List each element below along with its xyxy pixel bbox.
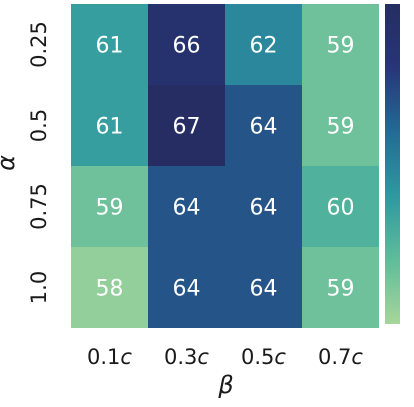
cell-value-label: 59: [327, 115, 355, 140]
x-tick-labels: 0.1c 0.3c 0.5c 0.7c: [87, 345, 363, 369]
x-tick-label: 0.1c: [87, 345, 132, 369]
heatmap-cell: [225, 85, 302, 166]
heatmap-cell: [148, 166, 225, 247]
heatmap-cell: [225, 4, 302, 85]
heatmap-cell-labels: 61 66 62 59 61 67 64 59 59 64 64 60 58 64 64 59: [96, 34, 355, 302]
x-tick-label: 0.3c: [164, 345, 209, 369]
cell-value-label: 64: [250, 196, 278, 221]
y-tick-labels: 0.25 0.5 0.75 1.0: [27, 21, 51, 304]
cell-value-label: 59: [327, 277, 355, 302]
cell-value-label: 64: [250, 115, 278, 140]
cell-value-label: 60: [327, 196, 355, 221]
heatmap-cell: [225, 247, 302, 328]
cell-value-label: 61: [96, 34, 124, 59]
cell-value-label: 66: [173, 34, 201, 59]
heatmap-cell: [71, 4, 148, 85]
heatmap-cell: [302, 4, 379, 85]
heatmap-cell: [71, 166, 148, 247]
x-axis-label: β: [217, 371, 233, 399]
cell-value-label: 62: [250, 34, 278, 59]
cell-value-label: 61: [96, 115, 124, 140]
heatmap-cell: [148, 4, 225, 85]
cell-value-label: 64: [173, 196, 201, 221]
heatmap-cell: [71, 85, 148, 166]
y-axis-label: α: [0, 155, 20, 171]
cell-value-label: 58: [96, 277, 124, 302]
heatmap-cell: [225, 166, 302, 247]
heatmap-cell: [71, 247, 148, 328]
cell-value-label: 59: [327, 34, 355, 59]
cell-value-label: 64: [173, 277, 201, 302]
cell-value-label: 59: [96, 196, 124, 221]
y-tick-label: 1.0: [27, 271, 51, 304]
x-tick-label: 0.5c: [241, 345, 286, 369]
heatmap-cell: [148, 85, 225, 166]
y-tick-label: 0.75: [27, 183, 51, 230]
y-tick-label: 0.5: [27, 109, 51, 142]
heatmap-cells: [71, 4, 379, 328]
heatmap-cell: [148, 247, 225, 328]
y-tick-label: 0.25: [27, 21, 51, 68]
x-tick-label: 0.7c: [318, 345, 363, 369]
colorbar: [385, 4, 400, 324]
cell-value-label: 67: [173, 115, 201, 140]
heatmap-cell: [302, 166, 379, 247]
cell-value-label: 64: [250, 277, 278, 302]
heatmap-cell: [302, 85, 379, 166]
heatmap-cell: [302, 247, 379, 328]
